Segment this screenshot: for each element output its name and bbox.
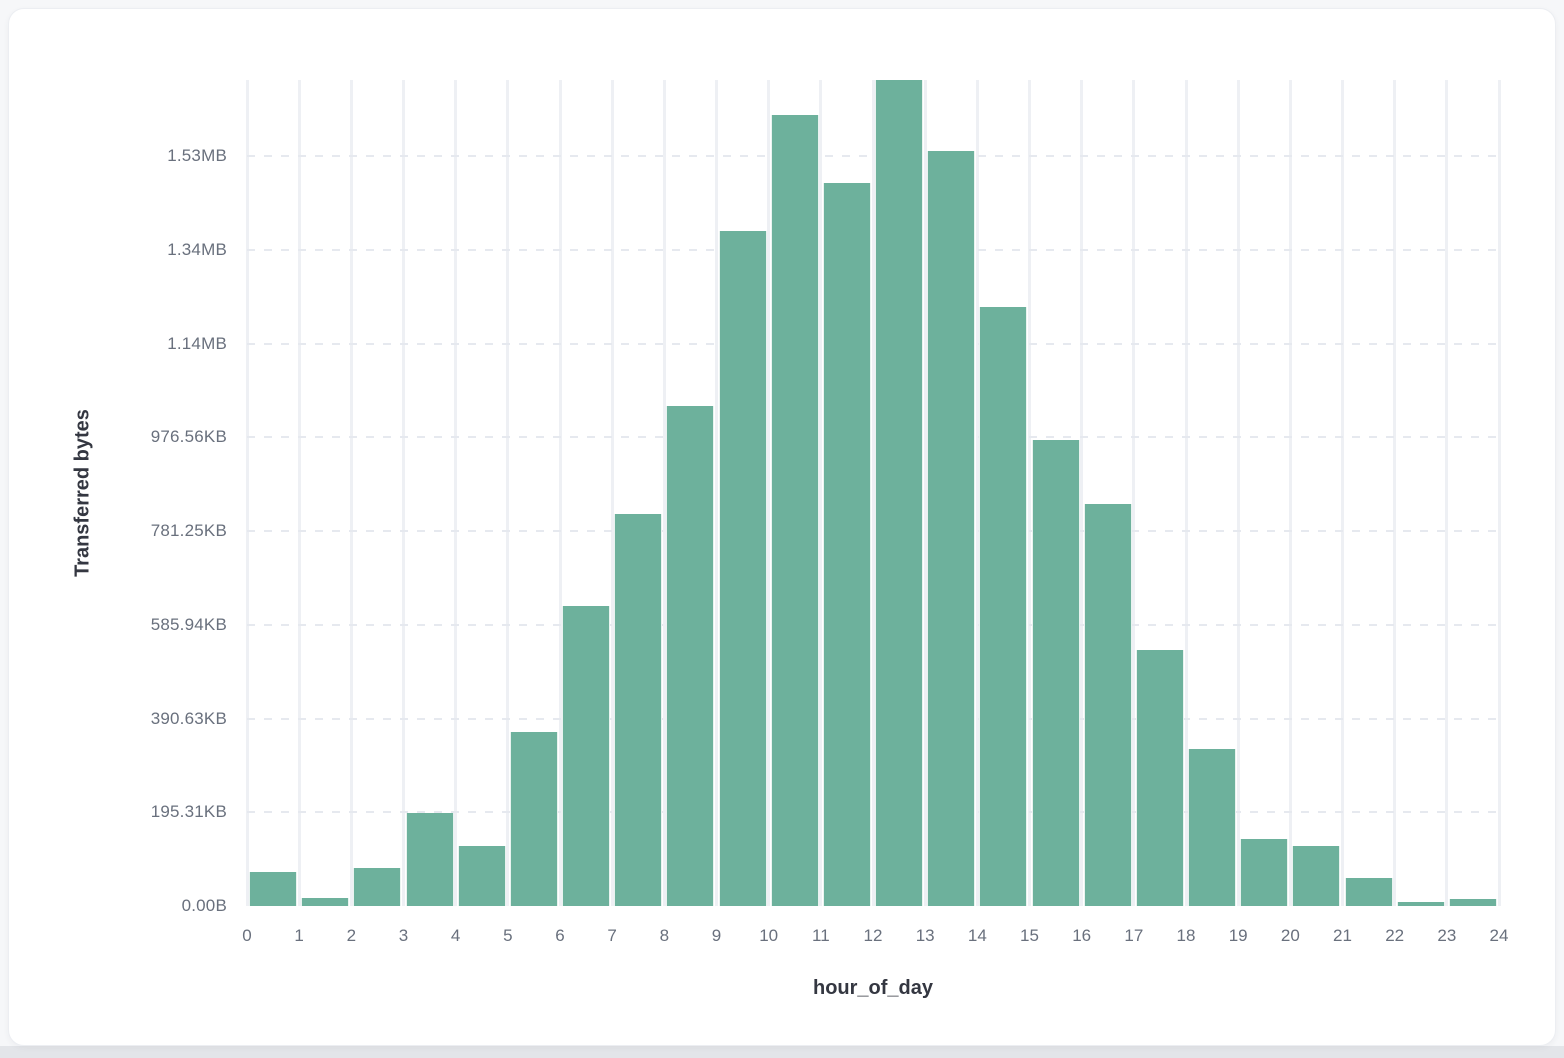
y-tick-label: 195.31KB <box>150 802 227 822</box>
vertical-gridline <box>506 80 510 906</box>
horizontal-gridline <box>247 155 1499 158</box>
x-tick-label: 0 <box>242 926 252 945</box>
x-tick-label: 21 <box>1333 926 1352 945</box>
x-tick-label: 13 <box>915 926 935 945</box>
y-tick-label: 1.53MB <box>167 146 227 166</box>
vertical-gridline <box>349 80 353 906</box>
vertical-gridline <box>1393 80 1397 906</box>
vertical-gridline <box>1080 80 1084 906</box>
x-tick-label: 17 <box>1124 926 1144 945</box>
bar-hour-14[interactable] <box>979 306 1028 906</box>
vertical-gridline <box>715 80 718 906</box>
vertical-gridline <box>1497 80 1501 906</box>
y-tick-label: 781.25KB <box>150 521 227 541</box>
horizontal-gridline <box>247 249 1499 252</box>
x-tick-label: 8 <box>659 926 670 945</box>
x-tick-label: 1 <box>294 926 304 945</box>
x-tick-label: 22 <box>1385 926 1405 945</box>
x-axis-title: hour_of_day <box>812 977 934 999</box>
bar-hour-6[interactable] <box>562 605 611 906</box>
x-tick-label: 3 <box>398 926 409 945</box>
bar-hour-13[interactable] <box>927 151 976 906</box>
horizontal-gridline <box>247 623 1499 626</box>
chart-panel: Transferred bytes hour_of_day 0.00B 195.3… <box>8 8 1556 1046</box>
bar-hour-18[interactable] <box>1188 749 1237 906</box>
y-tick-label: 976.56KB <box>150 427 227 447</box>
vertical-gridline <box>1341 80 1344 906</box>
bar-hour-12[interactable] <box>875 80 924 906</box>
vertical-gridline <box>975 80 979 906</box>
vertical-gridline <box>1288 80 1292 906</box>
bar-hour-17[interactable] <box>1135 649 1184 906</box>
y-tick-label: 585.94KB <box>150 614 227 634</box>
vertical-gridline <box>767 80 771 906</box>
y-tick-label: 1.34MB <box>167 240 227 260</box>
bar-hour-20[interactable] <box>1292 845 1341 906</box>
horizontal-gridline <box>247 530 1499 533</box>
x-tick-label: 20 <box>1280 926 1300 945</box>
bar-hour-7[interactable] <box>614 513 663 906</box>
x-tick-label: 14 <box>967 926 987 945</box>
x-tick-label: 16 <box>1072 926 1092 945</box>
vertical-gridline <box>819 80 823 906</box>
x-tick-label: 11 <box>812 926 830 945</box>
x-tick-label: 2 <box>346 926 357 945</box>
vertical-gridline <box>1028 80 1031 906</box>
vertical-gridline <box>1445 80 1449 906</box>
vertical-gridline <box>1132 80 1136 906</box>
bar-hour-5[interactable] <box>509 731 558 906</box>
vertical-gridline <box>923 80 927 906</box>
x-tick-label: 18 <box>1176 926 1196 945</box>
x-tick-label: 7 <box>607 926 617 945</box>
bar-hour-3[interactable] <box>405 813 454 906</box>
vertical-gridline <box>245 80 249 906</box>
bar-hour-16[interactable] <box>1083 504 1132 906</box>
x-tick-label: 10 <box>759 926 779 945</box>
vertical-gridline <box>558 80 562 906</box>
y-tick-label: 0.00B <box>181 896 227 915</box>
bar-hour-2[interactable] <box>353 868 402 906</box>
bar-hour-15[interactable] <box>1031 439 1080 906</box>
plot-area <box>245 80 1501 906</box>
vertical-gridline <box>1236 80 1240 906</box>
x-tick-label: 4 <box>450 926 461 945</box>
page-bottom-strip <box>0 1046 1564 1058</box>
bar-hour-22[interactable] <box>1396 902 1445 906</box>
x-tick-label: 19 <box>1228 926 1248 945</box>
bar-hour-21[interactable] <box>1344 877 1393 906</box>
y-tick-label: 1.14MB <box>167 333 227 353</box>
bar-hour-9[interactable] <box>718 230 767 906</box>
vertical-gridline <box>454 80 458 906</box>
vertical-gridline <box>402 80 405 906</box>
bar-hour-8[interactable] <box>666 405 715 906</box>
vertical-gridline <box>871 80 875 906</box>
x-tick-label: 6 <box>555 926 565 945</box>
bar-hour-1[interactable] <box>301 898 350 906</box>
horizontal-gridline <box>247 436 1499 439</box>
bar-hour-19[interactable] <box>1240 839 1289 906</box>
bar-hour-11[interactable] <box>822 183 871 906</box>
x-axis-tick-labels: 0 1 2 3 4 5 6 7 8 9 10 11 12 13 14 15 16 17 18 19 20 21 22 23 24 <box>242 922 1508 950</box>
x-tick-label: 23 <box>1437 926 1457 945</box>
x-tick-label: 24 <box>1489 926 1509 945</box>
horizontal-gridline <box>247 811 1499 814</box>
x-tick-label: 5 <box>503 926 513 945</box>
y-tick-label: 390.63KB <box>150 708 227 728</box>
bar-hour-10[interactable] <box>770 114 819 906</box>
vertical-gridline <box>662 80 666 906</box>
bar-hour-4[interactable] <box>457 846 506 906</box>
horizontal-gridline <box>247 342 1499 345</box>
bar-hour-23[interactable] <box>1448 898 1497 906</box>
x-tick-label: 9 <box>711 926 722 945</box>
x-tick-label: 15 <box>1020 926 1039 945</box>
y-axis-tick-labels: 0.00B 195.31KB 390.63KB 585.94KB 781.25KB 976… <box>57 80 227 915</box>
bar-hour-0[interactable] <box>249 871 298 906</box>
vertical-gridline <box>1184 80 1188 906</box>
horizontal-gridline <box>247 717 1499 720</box>
vertical-gridline <box>297 80 301 906</box>
vertical-gridline <box>610 80 614 906</box>
x-tick-label: 12 <box>863 926 883 945</box>
